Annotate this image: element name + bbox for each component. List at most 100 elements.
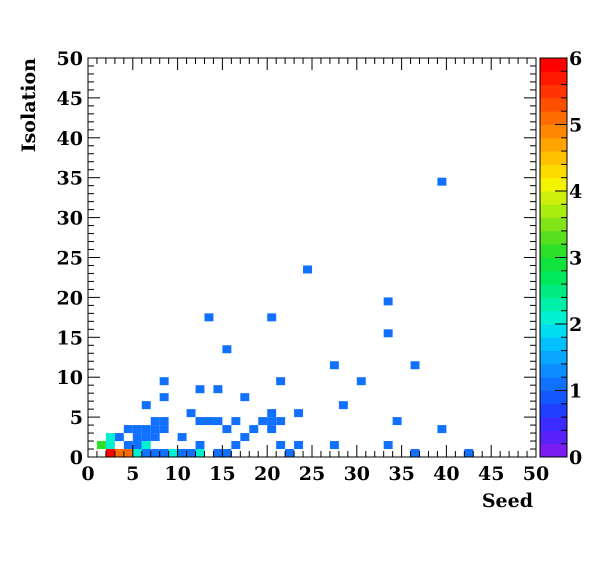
- x-tick-label: 40: [433, 463, 459, 485]
- z-tick-label: 5: [569, 115, 582, 137]
- heatmap-cell: [150, 433, 160, 442]
- x-tick-label: 10: [164, 463, 190, 485]
- heatmap-cell: [204, 417, 214, 426]
- color-scale-swatch: [540, 337, 567, 351]
- y-tick-label: 25: [57, 248, 83, 270]
- heatmap-cell: [383, 441, 393, 450]
- color-scale-swatch: [540, 350, 567, 365]
- y-tick-label: 10: [57, 367, 83, 389]
- color-scale-swatch: [540, 84, 567, 99]
- y-tick-label: 50: [57, 48, 83, 70]
- heatmap-cell: [123, 425, 133, 434]
- color-scale-swatch: [540, 270, 567, 285]
- heatmap-cell: [204, 313, 214, 322]
- x-tick-label: 30: [344, 463, 370, 485]
- heatmap-cell: [222, 449, 232, 457]
- heatmap-cell: [267, 425, 277, 434]
- y-tick-label: 35: [57, 168, 83, 190]
- heatmap-cell: [213, 385, 223, 394]
- x-axis-title: Seed: [482, 490, 533, 512]
- heatmap-cell: [168, 449, 178, 457]
- heatmap-cell: [114, 449, 124, 457]
- heatmap-cell: [105, 449, 115, 457]
- heatmap-cell: [276, 377, 286, 386]
- y-tick-label: 15: [57, 327, 83, 349]
- heatmap-cell: [114, 433, 124, 442]
- y-axis-title: Isolation: [18, 58, 40, 152]
- heatmap-cell: [338, 401, 348, 410]
- color-scale-swatch: [540, 151, 567, 165]
- heatmap-cell: [96, 441, 106, 450]
- heatmap-cell: [267, 417, 277, 426]
- heatmap-cell: [150, 425, 160, 434]
- heatmap-cell: [231, 441, 241, 450]
- heatmap-cell: [294, 441, 304, 450]
- heatmap-cell: [464, 449, 474, 457]
- color-scale-swatch: [540, 297, 567, 312]
- heatmap-cell: [195, 385, 205, 394]
- color-scale-swatch: [540, 58, 567, 72]
- heatmap-cell: [267, 313, 277, 322]
- heatmap-cell: [141, 401, 151, 410]
- heatmap-cell: [294, 409, 304, 418]
- heatmap-cell: [141, 449, 151, 457]
- heatmap-cell: [123, 449, 133, 457]
- color-scale-swatch: [540, 377, 567, 391]
- color-scale-swatch: [540, 71, 567, 85]
- x-tick-label: 35: [388, 463, 414, 485]
- color-scale-swatch: [540, 124, 567, 139]
- x-tick-label: 15: [209, 463, 235, 485]
- heatmap-cell: [383, 329, 393, 338]
- color-scale-swatch: [540, 417, 567, 431]
- heatmap-cell: [222, 345, 232, 354]
- color-scale-swatch: [540, 324, 567, 338]
- color-scale-swatch: [540, 430, 567, 445]
- x-tick-label: 5: [126, 463, 139, 485]
- heatmap-cell: [177, 449, 187, 457]
- heatmap-cell: [195, 449, 205, 457]
- y-tick-label: 5: [70, 407, 83, 429]
- heatmap-cell: [132, 433, 142, 442]
- y-tick-label: 40: [57, 128, 83, 150]
- heatmap-cell: [329, 441, 339, 450]
- plot-frame: [87, 57, 537, 458]
- heatmap-cell: [195, 441, 205, 450]
- color-scale-swatch: [540, 363, 567, 378]
- color-scale-swatch: [540, 191, 567, 205]
- heatmap-cell: [258, 417, 268, 426]
- color-scale: [540, 58, 567, 458]
- heatmap-cell: [159, 449, 169, 457]
- x-axis: 0 5 10 15 20 25 30 35 40 45 50: [81, 58, 549, 485]
- color-scale-swatch: [540, 284, 567, 298]
- heatmap-cell: [105, 441, 115, 450]
- color-scale-swatch: [540, 164, 567, 179]
- color-scale-axis: 0 1 2 3 4 5 6: [555, 48, 582, 469]
- heatmap-cell: [141, 441, 151, 450]
- z-tick-label: 2: [569, 314, 582, 336]
- heatmap-cell: [249, 425, 259, 434]
- z-tick-label: 0: [569, 447, 582, 469]
- heatmap-cell: [329, 361, 339, 370]
- heatmap-cell: [392, 417, 402, 426]
- heatmap-cell: [410, 449, 420, 457]
- color-scale-swatch: [540, 204, 567, 218]
- color-scale-swatch: [540, 137, 567, 152]
- heatmap-cell: [159, 425, 169, 434]
- color-scale-swatch: [540, 230, 567, 245]
- heatmap-cell: [240, 433, 250, 442]
- heatmap-cell: [213, 449, 223, 457]
- heatmap-cell: [132, 441, 142, 450]
- x-tick-label: 25: [299, 463, 325, 485]
- heatmap-cell: [132, 449, 142, 457]
- heatmap-cell: [285, 449, 295, 457]
- z-tick-label: 6: [569, 48, 582, 70]
- color-scale-swatch: [540, 97, 567, 112]
- heatmap-cell: [213, 417, 223, 426]
- heatmap-cell: [105, 433, 115, 442]
- heatmap-cell: [276, 417, 286, 426]
- z-tick-label: 4: [569, 181, 582, 203]
- color-scale-swatch: [540, 403, 567, 418]
- heatmap-cell: [186, 409, 196, 418]
- heatmap-cell: [267, 409, 277, 418]
